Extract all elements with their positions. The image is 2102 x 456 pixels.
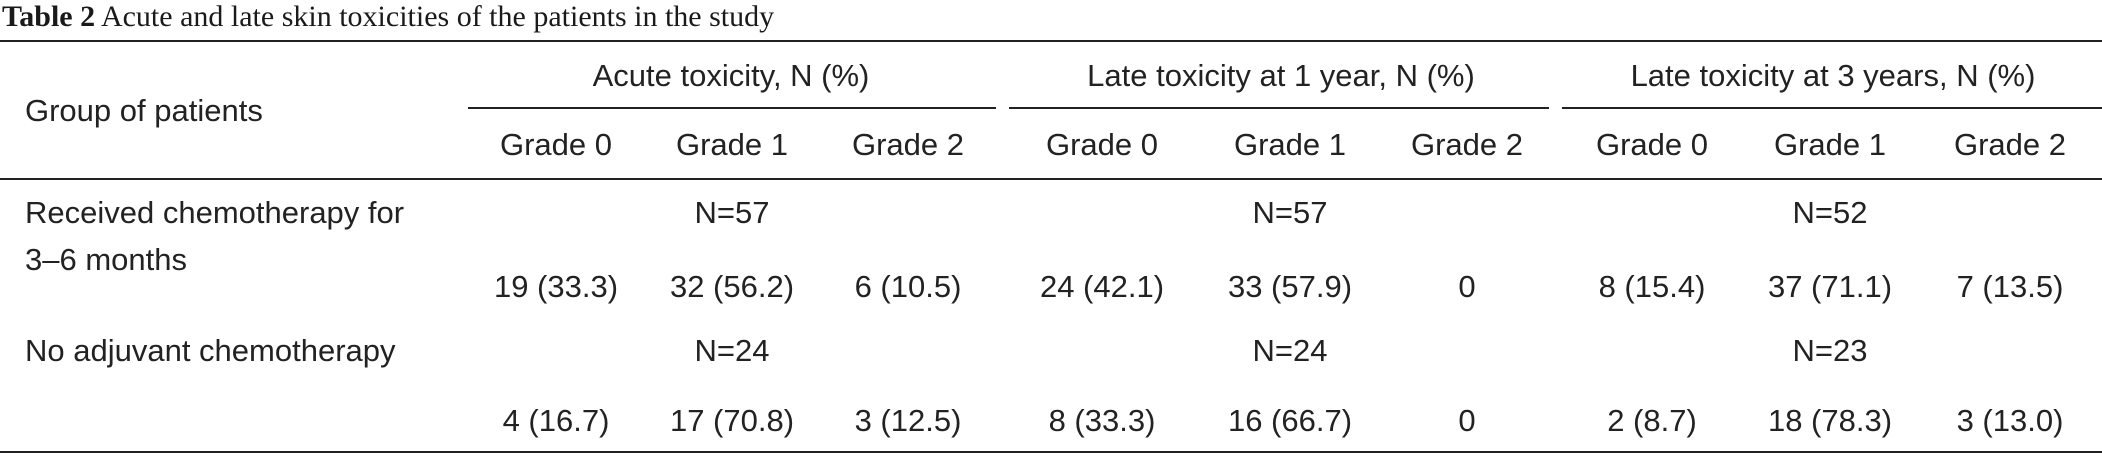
table-cell: 0	[1458, 269, 1476, 304]
table-cell: 24 (42.1)	[1039, 269, 1165, 304]
group-n: N=52	[1792, 195, 1868, 230]
grade-header: Grade 2	[1410, 127, 1524, 162]
group-n: N=24	[1252, 333, 1328, 368]
group-underline-3yr	[1562, 107, 2102, 109]
header-bottom-rule	[0, 178, 2102, 180]
table-caption-label: Table 2	[2, 0, 96, 33]
grade-header: Grade 2	[1953, 127, 2067, 162]
table-top-rule	[0, 40, 2102, 42]
group-n: N=23	[1792, 333, 1868, 368]
grade-header: Grade 1	[675, 127, 789, 162]
table-cell: 7 (13.5)	[1956, 269, 2064, 304]
table-cell: 8 (15.4)	[1598, 269, 1706, 304]
row-label: No adjuvant chemotherapy	[25, 333, 396, 368]
grade-header: Grade 2	[851, 127, 965, 162]
table-cell: 32 (56.2)	[669, 269, 795, 304]
table-cell: 18 (78.3)	[1767, 403, 1893, 438]
grade-header: Grade 0	[1045, 127, 1159, 162]
row-label: Received chemotherapy for	[25, 195, 405, 230]
group-header-3yr: Late toxicity at 3 years, N (%)	[1630, 58, 2036, 93]
table-cell: 17 (70.8)	[669, 403, 795, 438]
table-caption: Table 2 Acute and late skin toxicities o…	[2, 0, 774, 36]
table-cell: 19 (33.3)	[493, 269, 619, 304]
group-underline-acute	[468, 107, 996, 109]
group-header-acute: Acute toxicity, N (%)	[592, 58, 870, 93]
table-caption-text: Acute and late skin toxicities of the pa…	[100, 0, 775, 33]
group-n: N=57	[1252, 195, 1328, 230]
table-cell: 2 (8.7)	[1607, 403, 1697, 438]
grade-header: Grade 1	[1233, 127, 1347, 162]
table-cell: 33 (57.9)	[1227, 269, 1353, 304]
group-n: N=24	[694, 333, 770, 368]
table-cell: 6 (10.5)	[854, 269, 962, 304]
row-header-label: Group of patients	[25, 93, 263, 128]
table-bottom-rule	[0, 451, 2102, 453]
table-cell: 4 (16.7)	[502, 403, 610, 438]
group-header-1yr: Late toxicity at 1 year, N (%)	[1087, 58, 1475, 93]
group-underline-1yr	[1009, 107, 1549, 109]
table-cell: 37 (71.1)	[1767, 269, 1893, 304]
grade-header: Grade 1	[1773, 127, 1887, 162]
group-n: N=57	[694, 195, 770, 230]
table-cell: 3 (13.0)	[1956, 403, 2064, 438]
table-cell: 8 (33.3)	[1048, 403, 1156, 438]
grade-header: Grade 0	[499, 127, 613, 162]
table-cell: 0	[1458, 403, 1476, 438]
table-cell: 3 (12.5)	[854, 403, 962, 438]
grade-header: Grade 0	[1595, 127, 1709, 162]
row-label: 3–6 months	[25, 242, 187, 277]
table-cell: 16 (66.7)	[1227, 403, 1353, 438]
